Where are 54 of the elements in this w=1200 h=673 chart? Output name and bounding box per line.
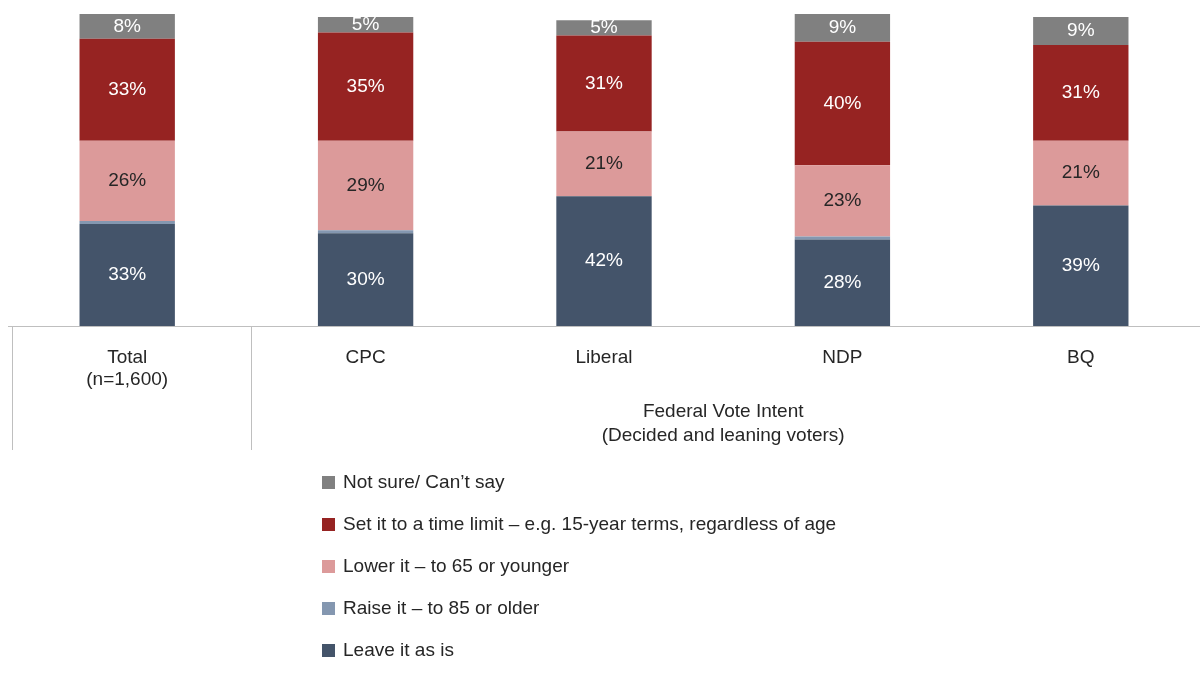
bar (1033, 17, 1129, 45)
bar (317, 32, 414, 141)
x-tick-label: Total (n=1,600) (86, 345, 169, 390)
bar (79, 224, 175, 326)
data-label: 42% (584, 249, 624, 271)
data-label: 30% (346, 267, 385, 289)
x-tick-label: NDP (822, 345, 863, 367)
bar (1033, 44, 1129, 141)
data-label: 9% (828, 16, 857, 38)
data-label: 28% (823, 270, 862, 292)
bar (79, 38, 175, 141)
bar (556, 196, 652, 326)
text: Federal Vote Intent (Decided and leaning voters) (601, 400, 845, 446)
data-label: 31% (584, 71, 624, 93)
legend-label: Raise it – to 85 or older (343, 597, 540, 619)
data-label: 29% (346, 173, 385, 195)
data-label: 5% (590, 16, 618, 38)
legend-label: Lower it – to 65 or younger (343, 555, 570, 577)
bar (79, 220, 175, 225)
bar (1033, 205, 1129, 326)
bar (317, 17, 414, 33)
legend-label: Not sure/ Can’t say (343, 471, 505, 493)
bar (794, 239, 891, 326)
bar (317, 233, 414, 326)
data-label: 33% (108, 77, 147, 99)
data-label: 33% (108, 263, 147, 285)
bar (556, 131, 652, 197)
bar (317, 230, 414, 234)
data-label: 9% (1067, 19, 1095, 41)
data-label: 35% (346, 74, 385, 96)
legend-label: Set it to a time limit – e.g. 15-year terms, regardless of age (343, 513, 837, 535)
data-label: 26% (108, 169, 147, 191)
data-label: 21% (1061, 161, 1100, 183)
data-label: 31% (1061, 81, 1100, 103)
x-tick-label: Liberal (575, 345, 633, 367)
data-label: 40% (823, 91, 862, 113)
bar (794, 236, 891, 240)
x-tick-label: CPC (345, 345, 386, 367)
x-tick-label: BQ (1067, 345, 1095, 367)
data-label: 8% (113, 14, 142, 36)
bar (79, 140, 175, 221)
data-label: 23% (823, 189, 862, 211)
bar (794, 165, 891, 237)
bar (79, 14, 175, 39)
bar (1033, 140, 1129, 206)
bar (794, 41, 891, 166)
data-label: 39% (1061, 254, 1100, 275)
data-label: 5% (351, 13, 380, 35)
bar (794, 14, 891, 42)
legend-label: Leave it as is (343, 639, 454, 661)
bar (556, 35, 652, 132)
bar (556, 20, 652, 36)
data-label: 21% (584, 152, 624, 174)
bar (317, 140, 414, 231)
